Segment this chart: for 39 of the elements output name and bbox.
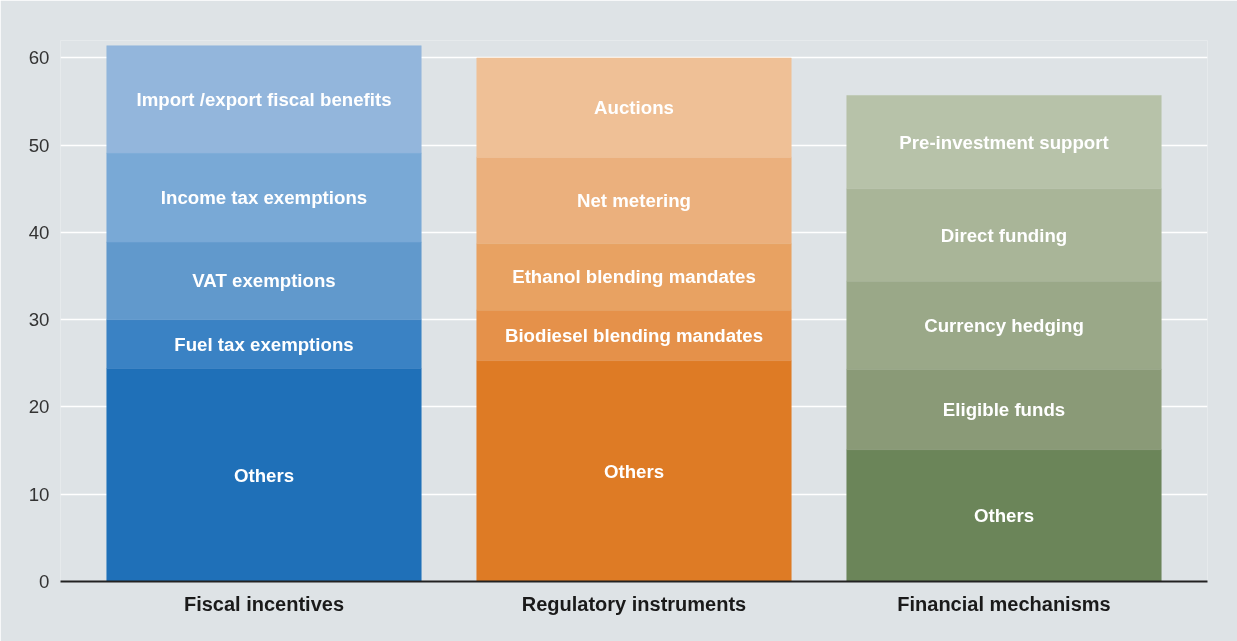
- bar: [846, 188, 1162, 282]
- data-label: Biodiesel blending mandates: [504, 324, 764, 346]
- bar: [476, 57, 792, 158]
- data-label: Others: [603, 460, 665, 482]
- bar: [846, 369, 1162, 450]
- data-label: Others: [973, 505, 1035, 527]
- y-tick-label: 30: [28, 309, 50, 331]
- data-label: Ethanol blending mandates: [512, 266, 756, 288]
- bar: [846, 449, 1162, 582]
- y-tick-label: 10: [28, 483, 50, 505]
- y-tick-label: 0: [39, 571, 50, 592]
- x-tick-label: Fiscal incentives: [183, 592, 345, 615]
- data-label: Direct funding: [940, 224, 1068, 246]
- data-label: Pre-investment support: [899, 131, 1109, 153]
- x-tick-label: Financial mechanisms: [897, 592, 1111, 615]
- bar: [106, 152, 422, 243]
- bar: [476, 360, 792, 582]
- bar: [106, 45, 422, 154]
- bar: [106, 368, 422, 582]
- data-label: Currency hedging: [924, 314, 1084, 336]
- bar: [476, 243, 792, 311]
- bar: [476, 157, 792, 245]
- data-label: VAT exemptions: [192, 270, 336, 292]
- x-tick-label: Regulatory instruments: [521, 592, 747, 615]
- bar: [106, 319, 422, 369]
- y-tick-label: 20: [28, 396, 50, 418]
- bar: [846, 281, 1162, 370]
- data-label: Others: [233, 464, 295, 486]
- data-label: Income tax exemptions: [160, 187, 368, 209]
- bar: [106, 241, 422, 320]
- data-label: Net metering: [576, 190, 692, 212]
- y-tick-label: 50: [28, 134, 50, 156]
- bar: [846, 95, 1162, 190]
- data-label: Import /export fiscal benefits: [136, 88, 392, 110]
- y-tick-label: 60: [28, 47, 50, 69]
- data-label: Fuel tax exemptions: [174, 333, 354, 355]
- data-label: Auctions: [594, 97, 674, 119]
- data-label: Eligible funds: [942, 399, 1066, 421]
- y-tick-label: 40: [28, 221, 50, 243]
